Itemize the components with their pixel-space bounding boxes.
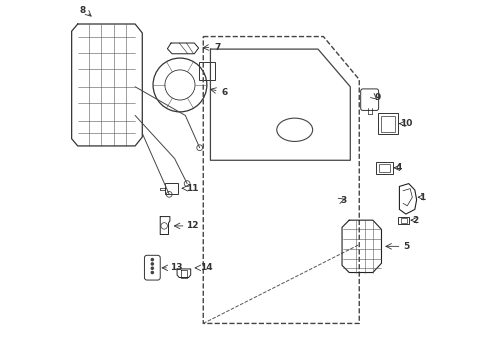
- Text: 9: 9: [373, 93, 380, 102]
- Text: 12: 12: [186, 221, 199, 230]
- Circle shape: [151, 263, 153, 265]
- Bar: [397, 217, 408, 224]
- Text: 10: 10: [400, 119, 412, 128]
- Bar: [376, 162, 392, 174]
- Circle shape: [151, 258, 153, 261]
- Bar: [164, 183, 178, 194]
- Text: 5: 5: [402, 242, 408, 251]
- Circle shape: [151, 271, 153, 274]
- Bar: [400, 218, 406, 223]
- Text: 2: 2: [411, 216, 418, 225]
- Text: 3: 3: [340, 196, 346, 205]
- Bar: [377, 113, 397, 134]
- Bar: [380, 116, 394, 132]
- Text: 11: 11: [186, 184, 199, 193]
- Text: 1: 1: [419, 193, 425, 202]
- Circle shape: [151, 267, 153, 269]
- Text: 13: 13: [169, 264, 182, 273]
- Text: 4: 4: [395, 163, 402, 172]
- Text: 7: 7: [214, 43, 220, 52]
- Text: 6: 6: [221, 87, 227, 96]
- Text: 8: 8: [79, 6, 85, 15]
- Text: 14: 14: [199, 264, 212, 273]
- Bar: [378, 164, 389, 172]
- Bar: [198, 62, 214, 80]
